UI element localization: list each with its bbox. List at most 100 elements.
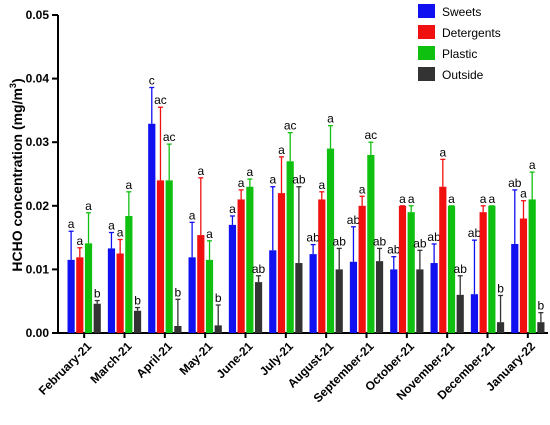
significance-label: ab	[454, 262, 468, 276]
significance-label: a	[76, 234, 83, 248]
bar	[349, 261, 358, 333]
bar	[456, 294, 464, 333]
bar	[188, 257, 196, 333]
bar	[295, 263, 303, 333]
significance-label: a	[480, 192, 487, 206]
significance-label: a	[126, 178, 133, 192]
significance-label: b	[497, 281, 504, 295]
significance-label: a	[278, 143, 285, 157]
bar	[326, 148, 335, 333]
y-axis-title-sup: 3	[8, 83, 18, 88]
x-tick-label: July-21	[257, 339, 296, 378]
bar	[116, 253, 124, 333]
bar	[237, 199, 245, 333]
significance-label: ab	[347, 213, 361, 227]
bar	[309, 254, 317, 333]
significance-label: ab	[427, 230, 441, 244]
significance-label: a	[520, 187, 527, 201]
bar	[286, 161, 294, 333]
bar	[174, 326, 182, 333]
bar	[148, 123, 156, 333]
x-tick-label: May-21	[177, 339, 216, 378]
bar	[228, 224, 237, 333]
significance-label: a	[489, 192, 496, 206]
bar	[335, 269, 343, 333]
y-axis-title-close: )	[9, 78, 25, 83]
legend-swatch	[418, 46, 435, 60]
bar	[246, 186, 254, 333]
significance-label: a	[238, 176, 245, 190]
legend-swatch	[418, 4, 435, 18]
bar	[133, 310, 142, 333]
x-tick-label: February-21	[36, 339, 95, 398]
bar	[205, 259, 214, 333]
bar	[277, 193, 286, 333]
bar	[390, 269, 398, 333]
significance-label: ab	[373, 234, 387, 248]
y-tick-label: 0.01	[26, 262, 50, 276]
significance-label: a	[318, 178, 325, 192]
significance-label: ac	[154, 93, 167, 107]
y-axis-title: HCHO concentration (mg/m3)	[8, 78, 25, 271]
significance-label: a	[85, 199, 92, 213]
significance-label: b	[215, 291, 222, 305]
bar	[488, 205, 496, 333]
bar	[165, 180, 173, 333]
significance-label: b	[94, 287, 101, 301]
legend-label: Detergents	[442, 26, 501, 40]
bar	[358, 205, 366, 333]
x-tick-label: March-21	[87, 339, 134, 386]
bar	[398, 205, 407, 333]
bar	[214, 325, 222, 333]
bar	[254, 282, 263, 333]
significance-label: ab	[306, 231, 320, 245]
significance-label: ab	[333, 234, 347, 248]
significance-label: a	[189, 208, 196, 222]
y-tick-label: 0.04	[26, 72, 50, 86]
bar	[76, 257, 84, 333]
bar	[107, 248, 116, 333]
significance-label: a	[197, 164, 204, 178]
bar	[519, 218, 528, 333]
bar	[407, 212, 415, 333]
significance-label: a	[439, 145, 446, 159]
bar	[367, 154, 375, 333]
significance-label: a	[529, 158, 536, 172]
bar	[84, 243, 93, 333]
significance-label: a	[68, 217, 75, 231]
significance-label: a	[229, 202, 236, 216]
bar	[318, 199, 326, 333]
bar	[511, 243, 519, 333]
x-tick-label: April-21	[133, 339, 175, 381]
significance-label: ab	[508, 176, 522, 190]
significance-label: ab	[413, 236, 427, 250]
legend-label: Plastic	[442, 47, 477, 61]
bar	[496, 322, 505, 333]
bar	[197, 235, 205, 333]
y-tick-label: 0.05	[26, 8, 50, 22]
bar	[416, 269, 424, 333]
bar	[470, 294, 479, 333]
significance-label: c	[149, 74, 155, 88]
bar	[447, 205, 456, 333]
significance-label: a	[448, 192, 455, 206]
significance-label: b	[538, 299, 545, 313]
significance-label: ac	[163, 130, 176, 144]
y-tick-label: 0.03	[26, 135, 50, 149]
y-tick-label: 0.02	[26, 199, 50, 213]
significance-label: a	[206, 227, 213, 241]
significance-label: a	[327, 112, 334, 126]
x-tick-label: June-21	[214, 339, 256, 381]
significance-label: a	[399, 192, 406, 206]
significance-label: a	[108, 219, 115, 233]
significance-label: a	[408, 192, 415, 206]
significance-label: a	[117, 226, 124, 240]
legend-label: Sweets	[442, 5, 481, 19]
bar	[125, 215, 133, 333]
significance-label: ab	[468, 226, 482, 240]
bar	[156, 180, 165, 333]
significance-label: ab	[252, 262, 266, 276]
significance-label: a	[269, 173, 276, 187]
significance-label: ab	[292, 173, 306, 187]
bar	[439, 186, 447, 333]
